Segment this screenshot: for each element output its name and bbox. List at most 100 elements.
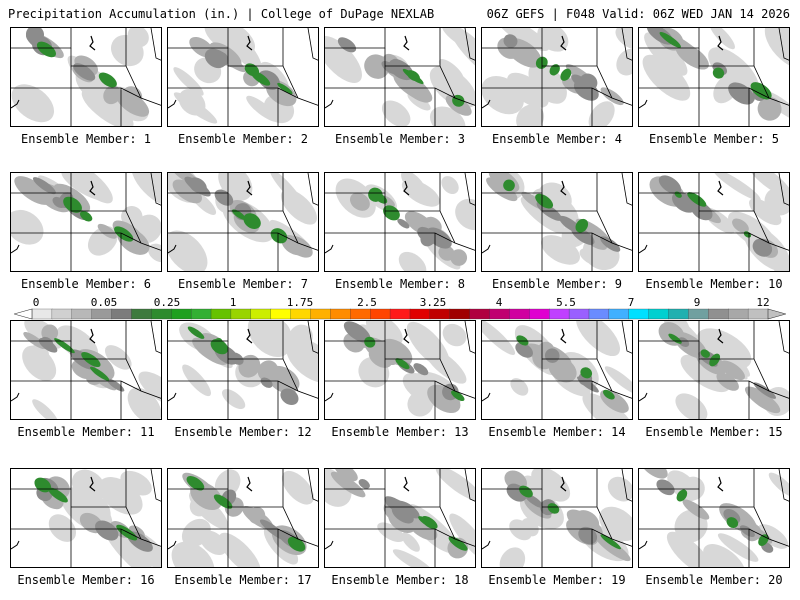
- precip-moderate-area: [238, 354, 261, 378]
- colorbar-tick-label: 0.05: [90, 296, 118, 309]
- state-border: [439, 469, 475, 547]
- precip-map: [639, 321, 789, 419]
- colorbar-swatch: [91, 308, 113, 320]
- precip-moderate-area: [667, 32, 704, 59]
- precip-light-area: [218, 532, 261, 567]
- precip-heavy-area: [73, 63, 96, 81]
- precip-colorbar: [12, 306, 788, 320]
- ensemble-member-label: Ensemble Member: 8: [334, 277, 466, 291]
- colorbar-swatch: [171, 308, 192, 320]
- precip-light-area: [455, 198, 475, 231]
- precip-core-area: [364, 336, 376, 348]
- ensemble-map-14: [481, 320, 633, 420]
- colorbar-swatch: [409, 308, 431, 320]
- precip-map: [325, 173, 475, 271]
- coastline: [325, 244, 334, 254]
- ensemble-map-6: [10, 172, 162, 272]
- state-border: [778, 173, 789, 206]
- precip-core-area: [580, 367, 593, 379]
- precip-light-area: [675, 393, 708, 419]
- precip-light-area: [449, 513, 475, 563]
- precip-heavy-area: [337, 37, 357, 53]
- precip-light-area: [68, 173, 113, 204]
- precip-core-area: [90, 366, 110, 381]
- precip-light-area: [377, 522, 405, 543]
- chart-title: Precipitation Accumulation (in.) | Colle…: [8, 7, 435, 21]
- precip-core-area: [603, 389, 615, 400]
- state-border: [778, 321, 789, 354]
- colorbar-swatch: [747, 308, 769, 320]
- coastline: [11, 244, 20, 254]
- precip-core-area: [368, 187, 383, 202]
- precip-light-area: [510, 378, 529, 396]
- precip-core-area: [98, 72, 117, 88]
- precip-core-area: [232, 209, 246, 220]
- precip-heavy-area: [678, 337, 690, 347]
- colorbar-tick-label: 1: [229, 296, 237, 309]
- precip-core-area: [709, 353, 721, 367]
- colorbar-swatch: [51, 308, 73, 320]
- colorbar-swatch: [131, 308, 153, 320]
- colorbar-swatch: [370, 308, 391, 320]
- precip-core-area: [395, 358, 410, 370]
- precip-heavy-area: [214, 189, 234, 206]
- colorbar-swatch: [469, 308, 491, 320]
- coastline: [168, 99, 177, 109]
- ensemble-member-label: Ensemble Member: 9: [491, 277, 623, 291]
- state-border: [439, 173, 475, 251]
- river: [246, 476, 253, 492]
- colorbar-swatch: [310, 308, 332, 320]
- precip-light-area: [429, 106, 466, 126]
- river: [717, 35, 724, 51]
- state-border: [621, 173, 632, 206]
- precip-moderate-area: [364, 54, 390, 79]
- run-valid-time: 06Z GEFS | F048 Valid: 06Z WED JAN 14 20…: [486, 7, 790, 21]
- state-border: [464, 28, 475, 61]
- precip-light-area: [182, 364, 212, 397]
- ensemble-map-20: [638, 468, 790, 568]
- river: [403, 35, 410, 51]
- precip-map: [325, 28, 475, 126]
- precip-light-area: [757, 524, 789, 549]
- precip-light-area: [442, 323, 467, 347]
- precip-moderate-area: [716, 372, 739, 391]
- precip-map: [325, 321, 475, 419]
- precip-light-area: [398, 251, 427, 271]
- precip-light-area: [148, 243, 161, 263]
- river: [560, 35, 567, 51]
- precip-light-area: [709, 28, 735, 50]
- precip-heavy-area: [413, 363, 429, 376]
- precip-moderate-area: [330, 471, 366, 498]
- ensemble-member-label: Ensemble Member: 16: [17, 573, 155, 587]
- colorbar-swatch: [568, 308, 590, 320]
- precip-heavy-area: [69, 349, 96, 370]
- ensemble-map-18: [324, 468, 476, 568]
- river: [246, 35, 253, 51]
- precip-moderate-area: [103, 85, 122, 105]
- ensemble-member-label: Ensemble Member: 14: [488, 425, 626, 439]
- precip-heavy-area: [32, 177, 56, 195]
- colorbar-swatch: [350, 308, 371, 320]
- coastline: [168, 540, 177, 550]
- ensemble-map-10: [638, 172, 790, 272]
- precip-map: [11, 469, 161, 567]
- river: [717, 328, 724, 344]
- coastline: [11, 392, 20, 402]
- colorbar-swatch: [509, 308, 530, 320]
- precip-core-area: [250, 70, 271, 86]
- precip-light-area: [588, 101, 615, 126]
- precip-core-area: [659, 32, 681, 48]
- precip-heavy-area: [260, 377, 273, 388]
- precip-core-area: [243, 213, 261, 229]
- colorbar-swatch: [210, 308, 232, 320]
- coastline: [482, 540, 491, 550]
- colorbar-swatch: [190, 308, 212, 320]
- ensemble-member-label: Ensemble Member: 5: [648, 132, 780, 146]
- precip-map: [482, 321, 632, 419]
- coastline: [168, 244, 177, 254]
- precip-light-area: [269, 173, 304, 207]
- ensemble-member-label: Ensemble Member: 3: [334, 132, 466, 146]
- ensemble-member-label: Ensemble Member: 12: [174, 425, 312, 439]
- coastline: [11, 540, 20, 550]
- precip-heavy-area: [259, 519, 283, 537]
